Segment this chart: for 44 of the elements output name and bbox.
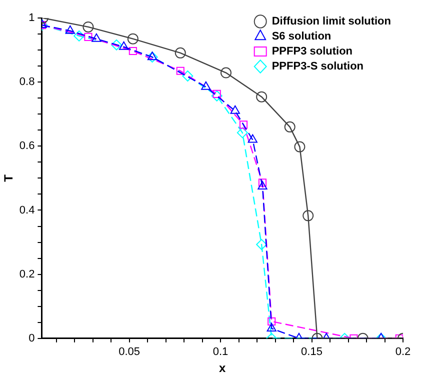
y-axis-title: T <box>2 174 16 182</box>
point <box>74 30 85 42</box>
x-tick-label: 0.2 <box>395 346 411 358</box>
point <box>258 178 267 187</box>
point <box>174 47 186 58</box>
legend-label: Diffusion limit solution <box>272 16 392 28</box>
point <box>82 21 94 32</box>
y-tick-label: 0.8 <box>19 76 35 88</box>
y-tick-label: 0.4 <box>19 204 35 216</box>
point <box>212 90 221 98</box>
point <box>294 141 306 152</box>
point <box>111 39 122 50</box>
point <box>258 181 268 190</box>
point <box>201 81 211 90</box>
point <box>239 120 248 129</box>
legend-label: PPFP3-S solution <box>272 60 364 73</box>
point <box>284 121 296 132</box>
x-tick-label: 0.05 <box>118 346 140 358</box>
point <box>220 67 232 78</box>
y-tick-label: 0.6 <box>19 140 35 152</box>
point <box>182 70 194 82</box>
point <box>127 33 138 44</box>
point <box>118 41 129 50</box>
point <box>256 91 268 102</box>
y-tick-label: 1 <box>28 12 35 24</box>
x-tick-label: 0.15 <box>301 346 322 358</box>
x-axis-title: x <box>219 361 226 376</box>
point <box>146 52 158 63</box>
point <box>147 52 158 60</box>
point <box>266 322 276 332</box>
x-tick-label: 0.1 <box>212 346 228 358</box>
point <box>65 25 75 34</box>
point <box>84 32 92 41</box>
y-tick-label: 0.2 <box>19 268 35 280</box>
point <box>176 66 184 75</box>
legend-label: S6 solution <box>272 30 332 43</box>
y-tick-label: 0 <box>28 332 35 344</box>
point <box>248 134 258 143</box>
point <box>236 127 248 138</box>
point <box>230 105 240 114</box>
point <box>92 33 102 42</box>
legend-label: PPFP3 solution <box>272 46 353 58</box>
point <box>211 90 222 102</box>
point <box>128 46 137 56</box>
